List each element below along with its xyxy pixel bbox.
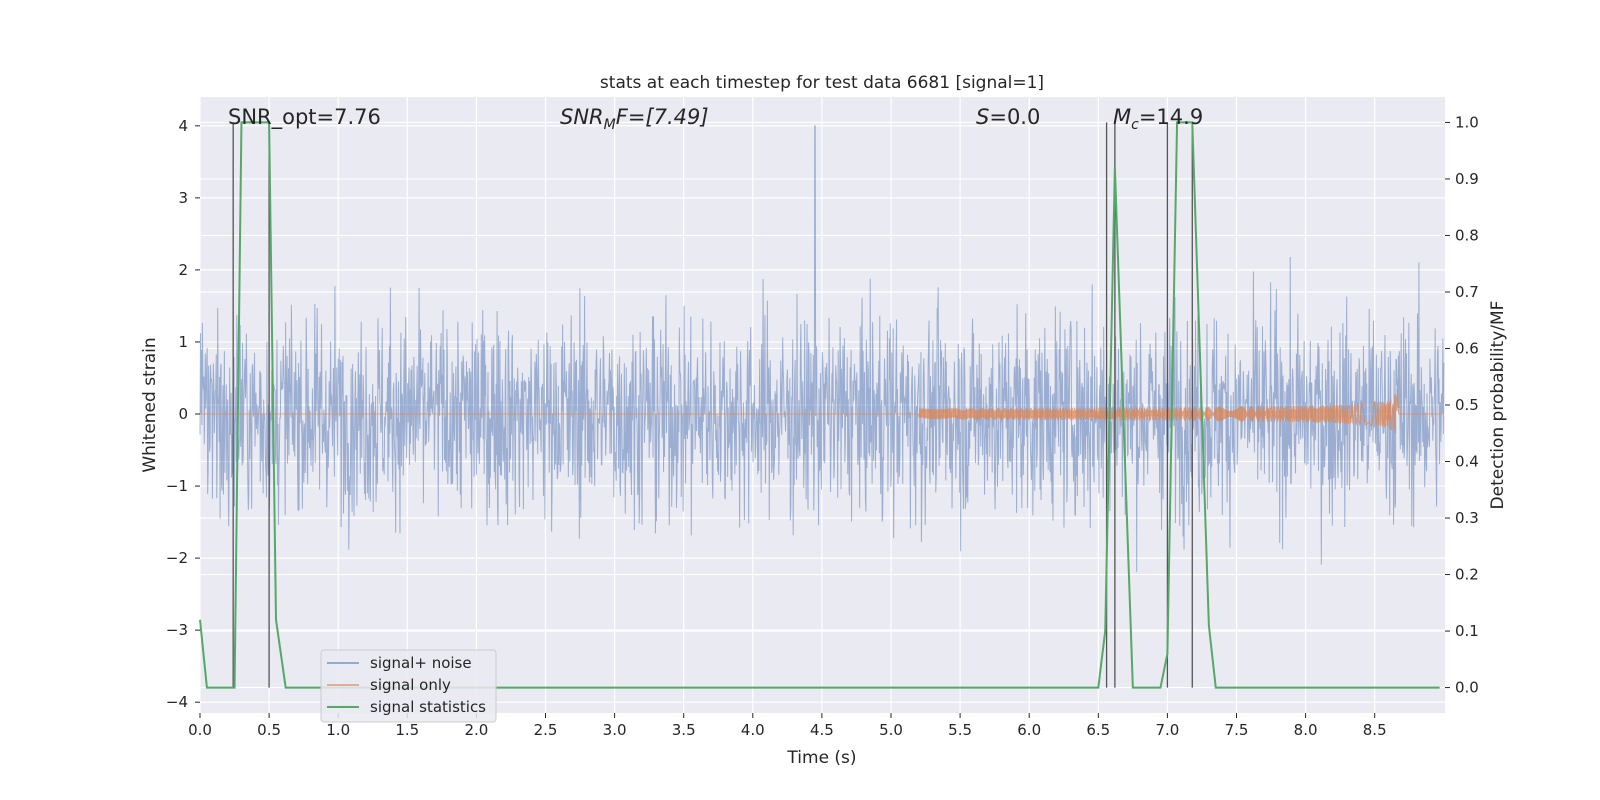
x-tick-label: 2.0 [464, 721, 488, 739]
y2-tick-label: 0.8 [1455, 226, 1479, 244]
x-tick-label: 5.0 [879, 721, 903, 739]
y2-tick-label: 0.7 [1455, 283, 1479, 301]
snr-mf-sub: M [604, 117, 616, 133]
x-tick-label: 4.5 [810, 721, 834, 739]
y-tick-label: 3 [178, 189, 188, 207]
mc-main: M [1113, 105, 1131, 129]
signal-noise-line [199, 125, 1445, 572]
x-tick-label: 8.0 [1294, 721, 1318, 739]
y-tick-label: −4 [166, 693, 188, 711]
annotation-s: S=0.0 [976, 105, 1040, 129]
y2-tick-label: 1.0 [1455, 113, 1479, 131]
y-tick-label: −3 [166, 621, 188, 639]
x-tick-label: 7.0 [1155, 721, 1179, 739]
x-tick-label: 6.0 [1017, 721, 1041, 739]
y-tick-label: −2 [166, 549, 188, 567]
y2-tick-label: 0.9 [1455, 170, 1479, 188]
x-tick-label: 6.5 [1086, 721, 1110, 739]
x-tick-label: 1.0 [326, 721, 350, 739]
snr-mf-rest: F=[7.49] [616, 105, 709, 129]
x-tick-label: 5.5 [948, 721, 972, 739]
mc-rest: =14.9 [1139, 105, 1203, 129]
y-tick-label: 2 [178, 261, 188, 279]
annotation-snr-mf: SNRMF=[7.49] [560, 105, 709, 133]
y2-tick-label: 0.1 [1455, 622, 1479, 640]
x-tick-label: 4.0 [741, 721, 765, 739]
x-tick-label: 3.5 [672, 721, 696, 739]
y2-tick-label: 0.4 [1455, 453, 1479, 471]
annotation-mc: Mc=14.9 [1113, 105, 1203, 133]
y-axis: 4 3 2 1 0 −1 −2 −3 −4 [166, 117, 200, 711]
x-tick-label: 1.5 [395, 721, 419, 739]
legend-label-signal-noise: signal+ noise [370, 654, 472, 672]
y2-axis-label: Detection probability/MF [1488, 301, 1508, 510]
y-tick-label: −1 [166, 477, 188, 495]
x-tick-label: 2.5 [534, 721, 558, 739]
y-tick-label: 1 [178, 333, 188, 351]
legend: signal+ noise signal only signal statist… [320, 649, 497, 723]
x-tick-label: 8.5 [1363, 721, 1387, 739]
legend-box [320, 649, 497, 723]
signal-only-line [200, 388, 1444, 434]
x-tick-label: 0.5 [257, 721, 281, 739]
y2-tick-label: 0.5 [1455, 396, 1479, 414]
y2-tick-label: 0.3 [1455, 509, 1479, 527]
y-axis-label: Whitened strain [140, 337, 160, 472]
legend-label-signal-statistics: signal statistics [370, 698, 486, 716]
legend-label-signal-only: signal only [370, 676, 451, 694]
snr-mf-main: SNR [560, 105, 604, 129]
annotation-snr-opt: SNR_opt=7.76 [228, 105, 381, 130]
x-tick-label: 3.0 [603, 721, 627, 739]
y-tick-label: 0 [178, 405, 188, 423]
y-tick-label: 4 [178, 117, 188, 135]
y2-axis: 1.0 0.9 0.8 0.7 0.6 0.5 0.4 0.3 0.2 0.1 0.0 [1445, 113, 1479, 697]
mc-sub: c [1131, 117, 1139, 133]
y2-tick-label: 0.6 [1455, 339, 1479, 357]
x-tick-label: 0.0 [188, 721, 212, 739]
s-main: S [976, 105, 989, 129]
x-tick-label: 7.5 [1225, 721, 1249, 739]
x-axis: 0.0 0.5 1.0 1.5 2.0 2.5 3.0 3.5 4.0 4.5 5.0 5.5 6.0 6… [188, 713, 1387, 739]
signal-statistics-line [199, 121, 1440, 689]
x-axis-label: Time (s) [786, 748, 856, 768]
chart-title: stats at each timestep for test data 668… [600, 73, 1044, 93]
plot-area [199, 121, 1445, 689]
y2-tick-label: 0.2 [1455, 566, 1479, 584]
s-rest: =0.0 [989, 105, 1040, 129]
y2-tick-label: 0.0 [1455, 679, 1479, 697]
